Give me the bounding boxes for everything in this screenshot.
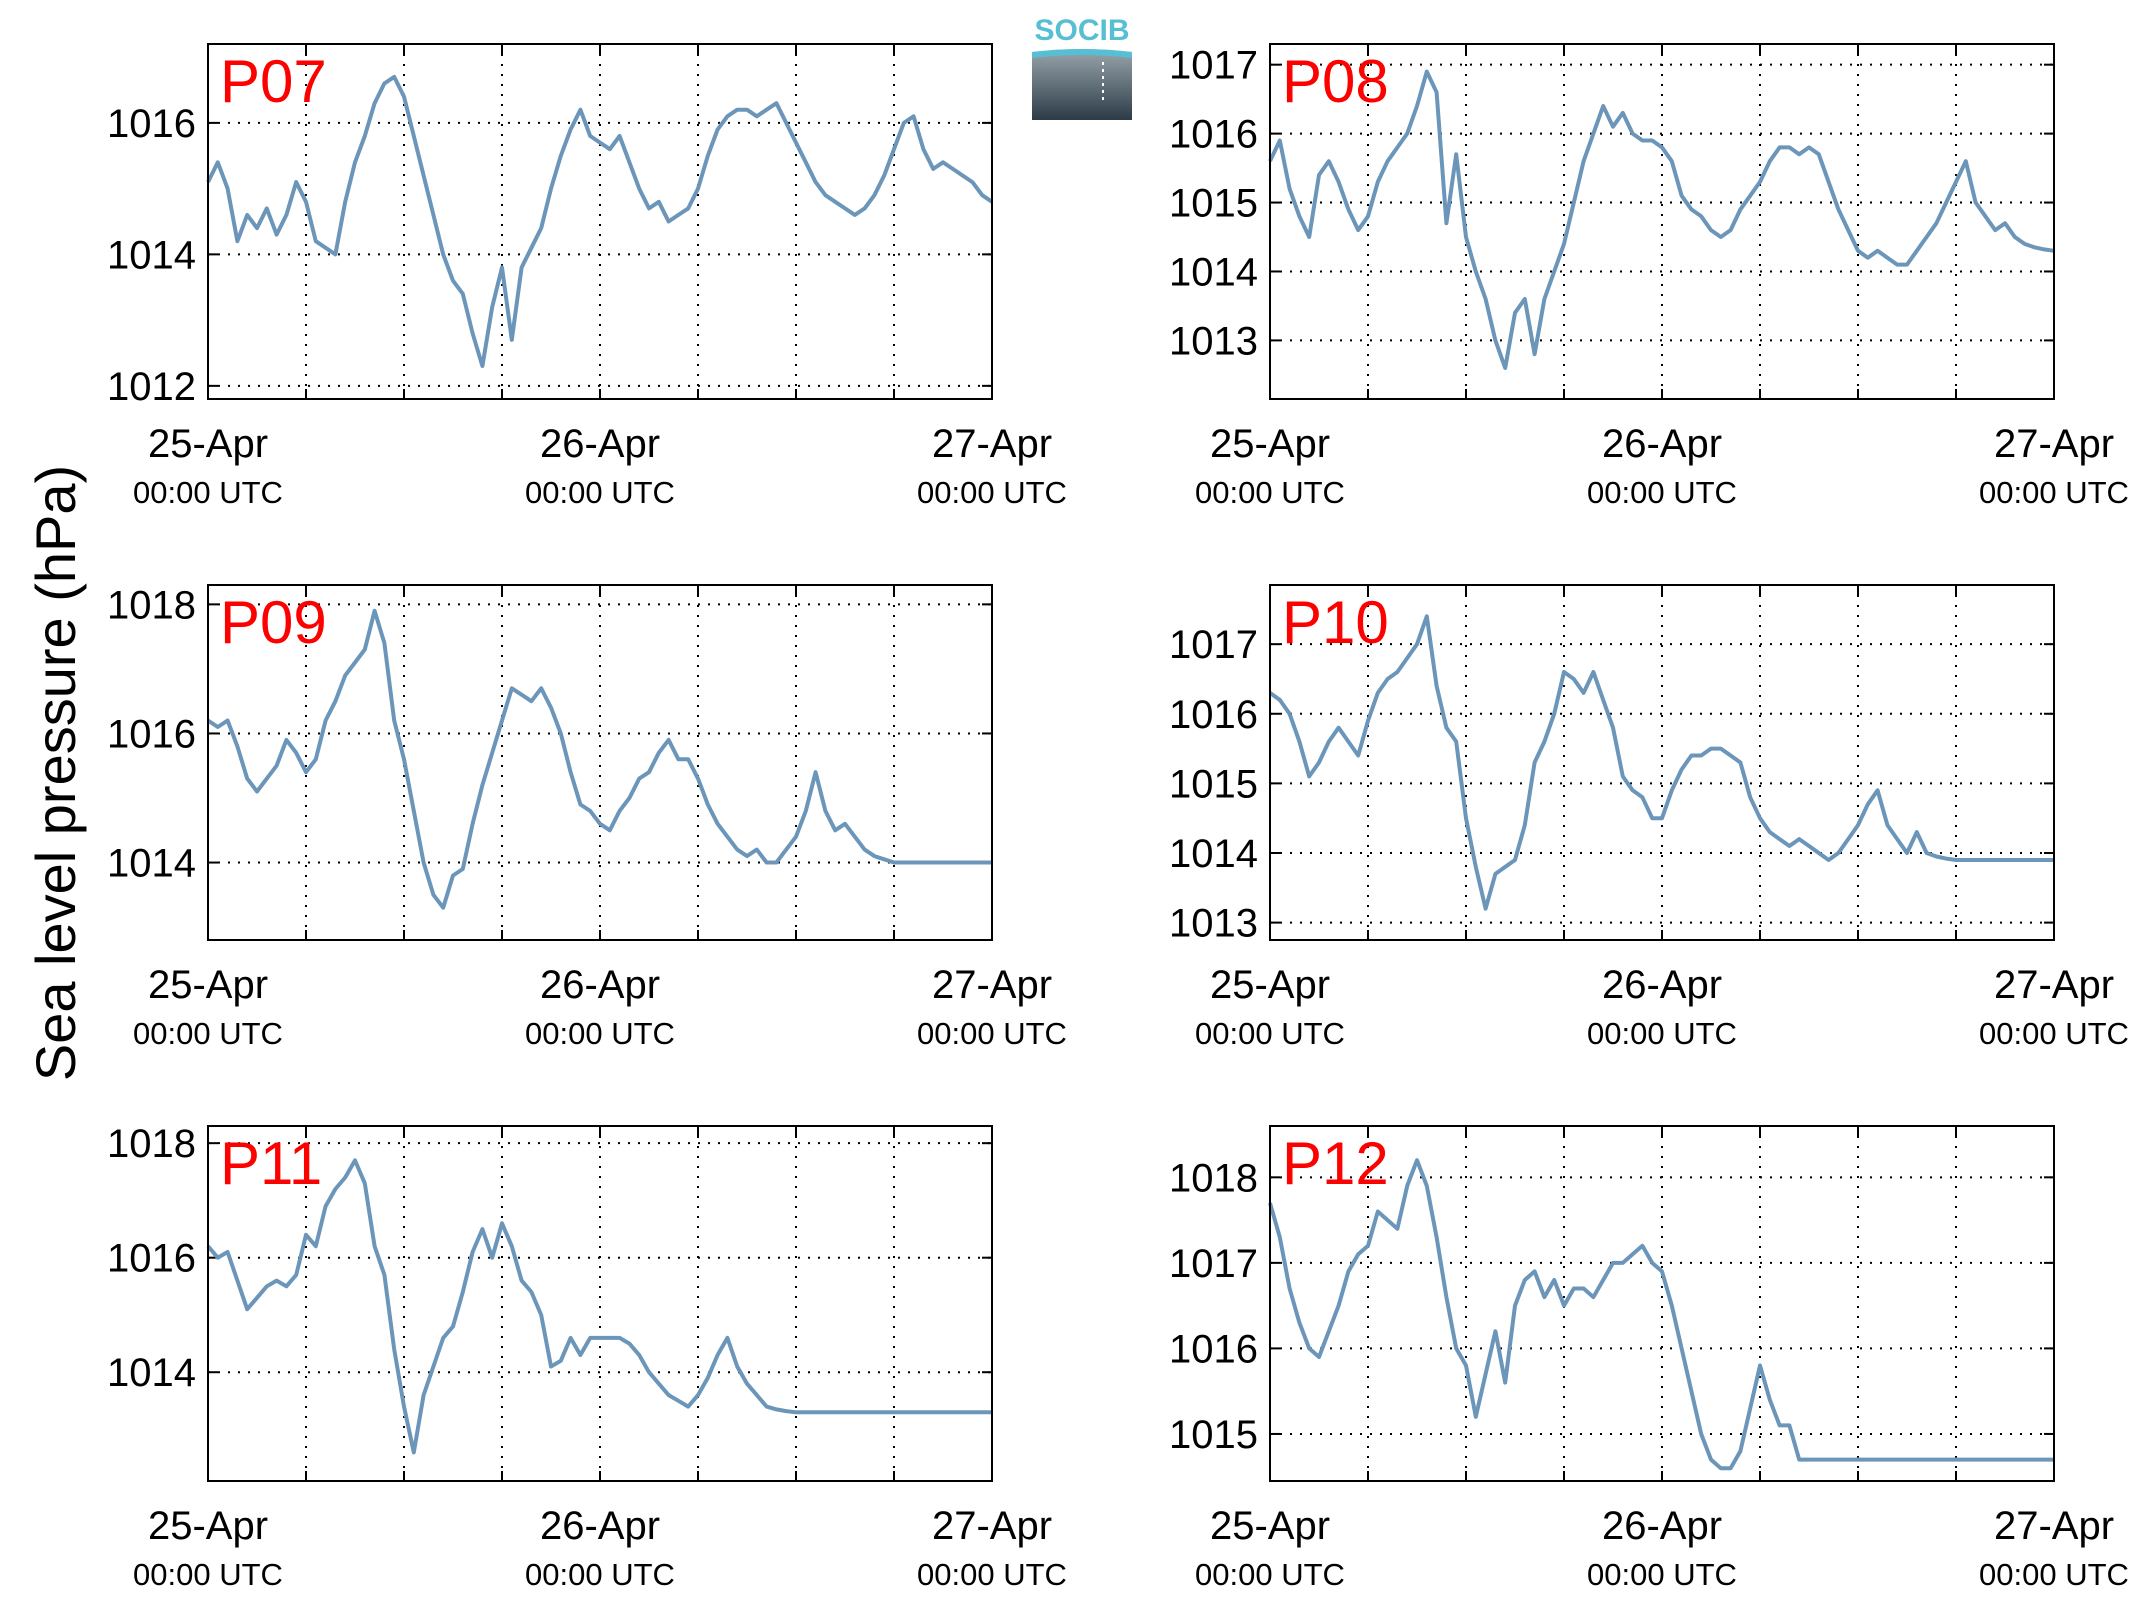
x-tick-label-time: 00:00 UTC [1979, 1557, 2129, 1592]
y-tick-label: 1017 [1169, 44, 1258, 88]
y-tick-label: 1016 [1169, 1327, 1258, 1371]
y-tick-label: 1016 [1169, 693, 1258, 737]
x-tick-label-date: 26-Apr [1602, 422, 1722, 466]
panel-title: P08 [1282, 48, 1389, 115]
y-tick-label: 1014 [107, 233, 196, 277]
plot-frame [207, 584, 993, 941]
series-line [206, 608, 992, 910]
y-tick-label: 1017 [1169, 1242, 1258, 1286]
x-tick-label-date: 27-Apr [1994, 1504, 2114, 1548]
x-tick-label-date: 26-Apr [540, 1504, 660, 1548]
y-tick-label: 1014 [1169, 832, 1258, 876]
plot-frame [1269, 1125, 2055, 1482]
panel-p12: 1015 1016 1017 1018 25-Apr 00:00 UTC 26-Apr 00:… [1169, 1125, 2129, 1592]
y-tick-label: 1012 [107, 365, 196, 409]
x-tick-label-date: 27-Apr [932, 1504, 1052, 1548]
x-tick-label-date: 26-Apr [1602, 963, 1722, 1007]
x-tick-label-time: 00:00 UTC [525, 1016, 675, 1051]
panel-title: P10 [1282, 589, 1389, 656]
y-tick-label: 1017 [1169, 623, 1258, 667]
x-tick-label-date: 26-Apr [540, 422, 660, 466]
series-line [206, 1158, 992, 1455]
logo-text: SOCIB [1034, 14, 1129, 47]
series-line [1268, 69, 2055, 370]
x-tick-label-date: 25-Apr [148, 422, 268, 466]
panel-title: P11 [220, 1130, 322, 1197]
plot-frame [1269, 43, 2055, 400]
y-tick-label: 1015 [1169, 762, 1258, 806]
x-tick-label-time: 00:00 UTC [525, 1557, 675, 1592]
x-tick-label-date: 25-Apr [1210, 963, 1330, 1007]
x-tick-label-time: 00:00 UTC [917, 1557, 1067, 1592]
series-line [1268, 614, 2054, 911]
y-axis-label: Sea level pressure (hPa) [24, 465, 87, 1081]
y-tick-label: 1016 [1169, 113, 1258, 157]
y-tick-label: 1013 [1169, 902, 1258, 946]
x-tick-label-date: 27-Apr [1994, 963, 2114, 1007]
x-tick-label-date: 25-Apr [1210, 422, 1330, 466]
panel-p09: 1014 1016 1018 25-Apr 00:00 UTC 26-Apr 00:00 U… [107, 583, 1067, 1051]
panel-title: P07 [220, 48, 327, 115]
plot-frame [1269, 584, 2055, 941]
x-tick-label-time: 00:00 UTC [1195, 1557, 1345, 1592]
logo-mark [1032, 49, 1132, 120]
y-tick-label: 1014 [107, 1351, 196, 1395]
x-tick-label-date: 27-Apr [932, 963, 1052, 1007]
y-tick-label: 1016 [107, 712, 196, 756]
x-tick-label-date: 25-Apr [148, 963, 268, 1007]
x-tick-label-time: 00:00 UTC [133, 1557, 283, 1592]
socib-logo: SOCIB [1032, 14, 1132, 120]
x-tick-label-time: 00:00 UTC [1587, 1016, 1737, 1051]
panel-title: P09 [220, 589, 327, 656]
panel-p08: 1013 1014 1015 1016 1017 25-Apr 00:00 UTC 26-Ap… [1169, 43, 2129, 510]
panel-p10: 1013 1014 1015 1016 1017 25-Apr 00:00 UTC 26-Ap… [1169, 584, 2129, 1051]
y-tick-label: 1013 [1169, 319, 1258, 363]
x-tick-label-date: 26-Apr [1602, 1504, 1722, 1548]
y-tick-label: 1016 [107, 1237, 196, 1281]
panel-p07: 1012 1014 1016 25-Apr 00:00 UTC 26-Apr 00:00 U… [107, 43, 1067, 510]
panel-title: P12 [1282, 1130, 1389, 1197]
y-tick-label: 1018 [107, 1122, 196, 1166]
x-tick-label-time: 00:00 UTC [1979, 1016, 2129, 1051]
x-tick-label-time: 00:00 UTC [525, 475, 675, 510]
x-tick-label-time: 00:00 UTC [917, 475, 1067, 510]
x-tick-label-time: 00:00 UTC [917, 1016, 1067, 1051]
x-tick-label-date: 27-Apr [932, 422, 1052, 466]
series-line [206, 74, 994, 369]
x-tick-label-time: 00:00 UTC [1195, 1016, 1345, 1051]
x-tick-label-time: 00:00 UTC [133, 475, 283, 510]
x-tick-label-date: 25-Apr [1210, 1504, 1330, 1548]
y-tick-label: 1016 [107, 102, 196, 146]
y-tick-label: 1018 [107, 583, 196, 627]
x-tick-label-time: 00:00 UTC [1587, 1557, 1737, 1592]
x-tick-label-date: 25-Apr [148, 1504, 268, 1548]
x-tick-label-time: 00:00 UTC [1195, 475, 1345, 510]
plot-frame [207, 43, 993, 400]
x-tick-label-date: 27-Apr [1994, 422, 2114, 466]
panel-p11: 1014 1016 1018 25-Apr 00:00 UTC 26-Apr 00:00 U… [107, 1122, 1067, 1592]
x-tick-label-time: 00:00 UTC [1587, 475, 1737, 510]
y-tick-label: 1018 [1169, 1156, 1258, 1200]
y-tick-label: 1014 [107, 842, 196, 886]
plot-frame [207, 1125, 993, 1482]
x-tick-label-time: 00:00 UTC [1979, 475, 2129, 510]
x-tick-label-time: 00:00 UTC [133, 1016, 283, 1051]
y-tick-label: 1015 [1169, 182, 1258, 226]
y-tick-label: 1015 [1169, 1413, 1258, 1457]
y-tick-label: 1014 [1169, 250, 1258, 294]
x-tick-label-date: 26-Apr [540, 963, 660, 1007]
series-line [1268, 1158, 2054, 1471]
